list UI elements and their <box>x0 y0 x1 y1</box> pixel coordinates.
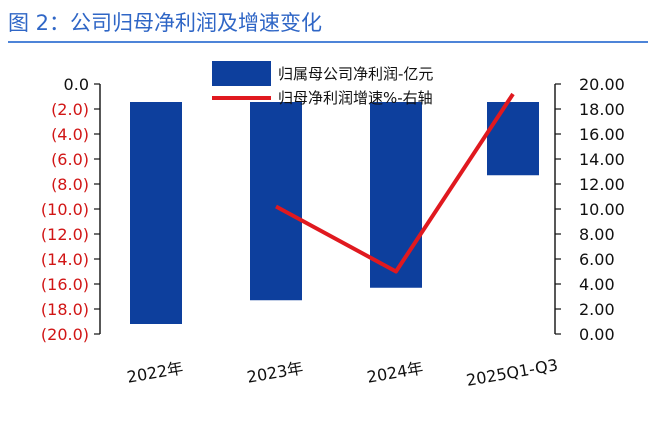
profit-bar-2 <box>250 102 302 301</box>
right-axis-tick-label: 14.00 <box>579 150 625 169</box>
left-axis-tick-label: (4.0) <box>51 125 89 144</box>
right-axis-tick-label: 0.00 <box>579 325 615 344</box>
right-axis-tick-label: 4.00 <box>579 275 615 294</box>
left-axis-tick-label: 0.0 <box>64 75 89 94</box>
right-axis-tick-label: 16.00 <box>579 125 625 144</box>
legend-bar-label: 归属母公司净利润-亿元 <box>278 65 433 83</box>
legend-bar-swatch <box>212 61 271 86</box>
left-axis-tick-label: (8.0) <box>51 175 89 194</box>
profit-bar-4 <box>487 102 539 176</box>
right-axis-tick-label: 18.00 <box>579 100 625 119</box>
figure-title: 图 2：公司归母净利润及增速变化 <box>8 11 323 35</box>
left-axis-tick-label: (16.0) <box>41 275 89 294</box>
right-axis-tick-label: 2.00 <box>579 300 615 319</box>
right-axis-tick-label: 12.00 <box>579 175 625 194</box>
right-axis-tick-label: 8.00 <box>579 225 615 244</box>
profit-bar-1 <box>130 102 182 324</box>
x-axis-label-3: 2024年 <box>365 358 424 387</box>
left-axis-tick-label: (14.0) <box>41 250 89 269</box>
left-axis-tick-label: (10.0) <box>41 200 89 219</box>
right-axis-tick-label: 20.00 <box>579 75 625 94</box>
left-axis-tick-label: (20.0) <box>41 325 89 344</box>
x-axis-label-1: 2022年 <box>125 358 184 387</box>
legend-line-label: 归母净利润增速%-右轴 <box>278 89 433 107</box>
left-axis-tick-label: (2.0) <box>51 100 89 119</box>
title-rule <box>8 41 648 43</box>
profit-bar-3 <box>370 102 422 288</box>
right-axis-tick-label: 10.00 <box>579 200 625 219</box>
left-axis-tick-label: (6.0) <box>51 150 89 169</box>
left-axis-tick-label: (12.0) <box>41 225 89 244</box>
right-axis-tick-label: 6.00 <box>579 250 615 269</box>
x-axis-label-4: 2025Q1-Q3 <box>465 355 560 390</box>
left-axis-tick-label: (18.0) <box>41 300 89 319</box>
x-axis-label-2: 2023年 <box>245 358 304 387</box>
